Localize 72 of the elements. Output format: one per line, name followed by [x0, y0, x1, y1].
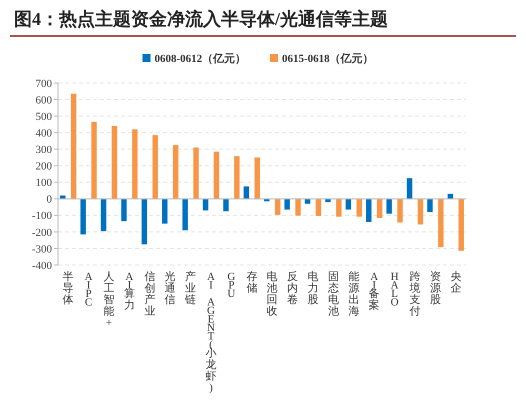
x-tick-label: 能源出海 — [348, 270, 360, 318]
y-tick-label: 700 — [36, 78, 52, 90]
bar — [274, 198, 280, 215]
bar — [406, 178, 412, 199]
bar — [121, 198, 127, 222]
legend-label: 0615-0618（亿元） — [282, 53, 374, 65]
x-tick-label: HALO — [390, 271, 399, 308]
bar — [458, 198, 464, 251]
y-tick-label: -400 — [32, 260, 52, 272]
x-tick-label: 资源股 — [430, 271, 441, 306]
y-tick-label: 500 — [36, 110, 52, 123]
bar — [223, 198, 229, 212]
y-tick-label: -100 — [32, 210, 52, 222]
bar — [346, 198, 352, 210]
bar — [316, 198, 322, 216]
y-tick-label: 200 — [36, 160, 52, 173]
x-tick-label: AI备案 — [368, 271, 380, 312]
bar — [100, 198, 106, 232]
legend-label: 0608-0612（亿元） — [154, 53, 246, 65]
bar — [70, 94, 76, 199]
y-tick-label: -200 — [32, 226, 52, 239]
y-tick-label: 600 — [36, 94, 52, 106]
bar — [152, 135, 158, 199]
bar — [284, 198, 290, 210]
y-tick-label: 0 — [46, 194, 52, 206]
x-tick-label: 信创产业 — [144, 271, 156, 318]
x-tick-label: 央企 — [450, 270, 462, 294]
x-tick-label: 产业链 — [184, 270, 196, 306]
bar — [386, 198, 392, 214]
bar — [193, 148, 199, 199]
bar — [132, 129, 138, 199]
bar — [91, 122, 97, 199]
bar — [214, 152, 220, 199]
x-tick-label: 跨境支付 — [408, 271, 420, 318]
x-tick-label: 光通信 — [164, 270, 176, 306]
chart-title: 图4：热点主题资金净流入半导体/光通信等主题 — [14, 9, 388, 29]
bar — [244, 186, 250, 199]
bar — [438, 198, 444, 248]
x-tick-label: 存储 — [246, 271, 258, 294]
bar — [304, 198, 310, 204]
bar — [376, 198, 382, 218]
bar — [448, 194, 454, 199]
y-tick-label: 300 — [36, 144, 52, 156]
bar — [172, 145, 178, 199]
bar — [295, 198, 301, 216]
bar — [162, 198, 168, 224]
x-tick-label: 人工智能+ — [104, 271, 114, 329]
bar — [427, 198, 433, 212]
bar — [254, 157, 260, 199]
bar — [336, 198, 342, 217]
bar — [397, 198, 403, 222]
bar — [202, 198, 208, 210]
x-tick-label: 电力股 — [308, 270, 318, 306]
bar — [112, 126, 118, 199]
x-tick-label: 固态电池 — [326, 271, 339, 318]
y-tick-label: 400 — [36, 127, 52, 140]
x-tick-label: GPU — [227, 271, 236, 300]
x-tick-label: AI算力 — [124, 271, 135, 312]
bar — [142, 198, 148, 244]
x-tick-label: 反内卷 — [287, 270, 298, 306]
bar — [418, 198, 424, 224]
bar — [182, 198, 188, 230]
bar — [80, 198, 86, 234]
bar — [234, 156, 240, 199]
bar — [366, 198, 372, 222]
y-tick-label: -300 — [32, 243, 52, 256]
bar — [356, 198, 362, 217]
y-tick-label: 100 — [36, 177, 52, 190]
x-tick-label: 电池回收 — [266, 270, 278, 318]
bar — [60, 196, 66, 199]
x-tick-label: 半导体 — [62, 270, 74, 306]
x-tick-label: AIPC — [84, 271, 93, 308]
